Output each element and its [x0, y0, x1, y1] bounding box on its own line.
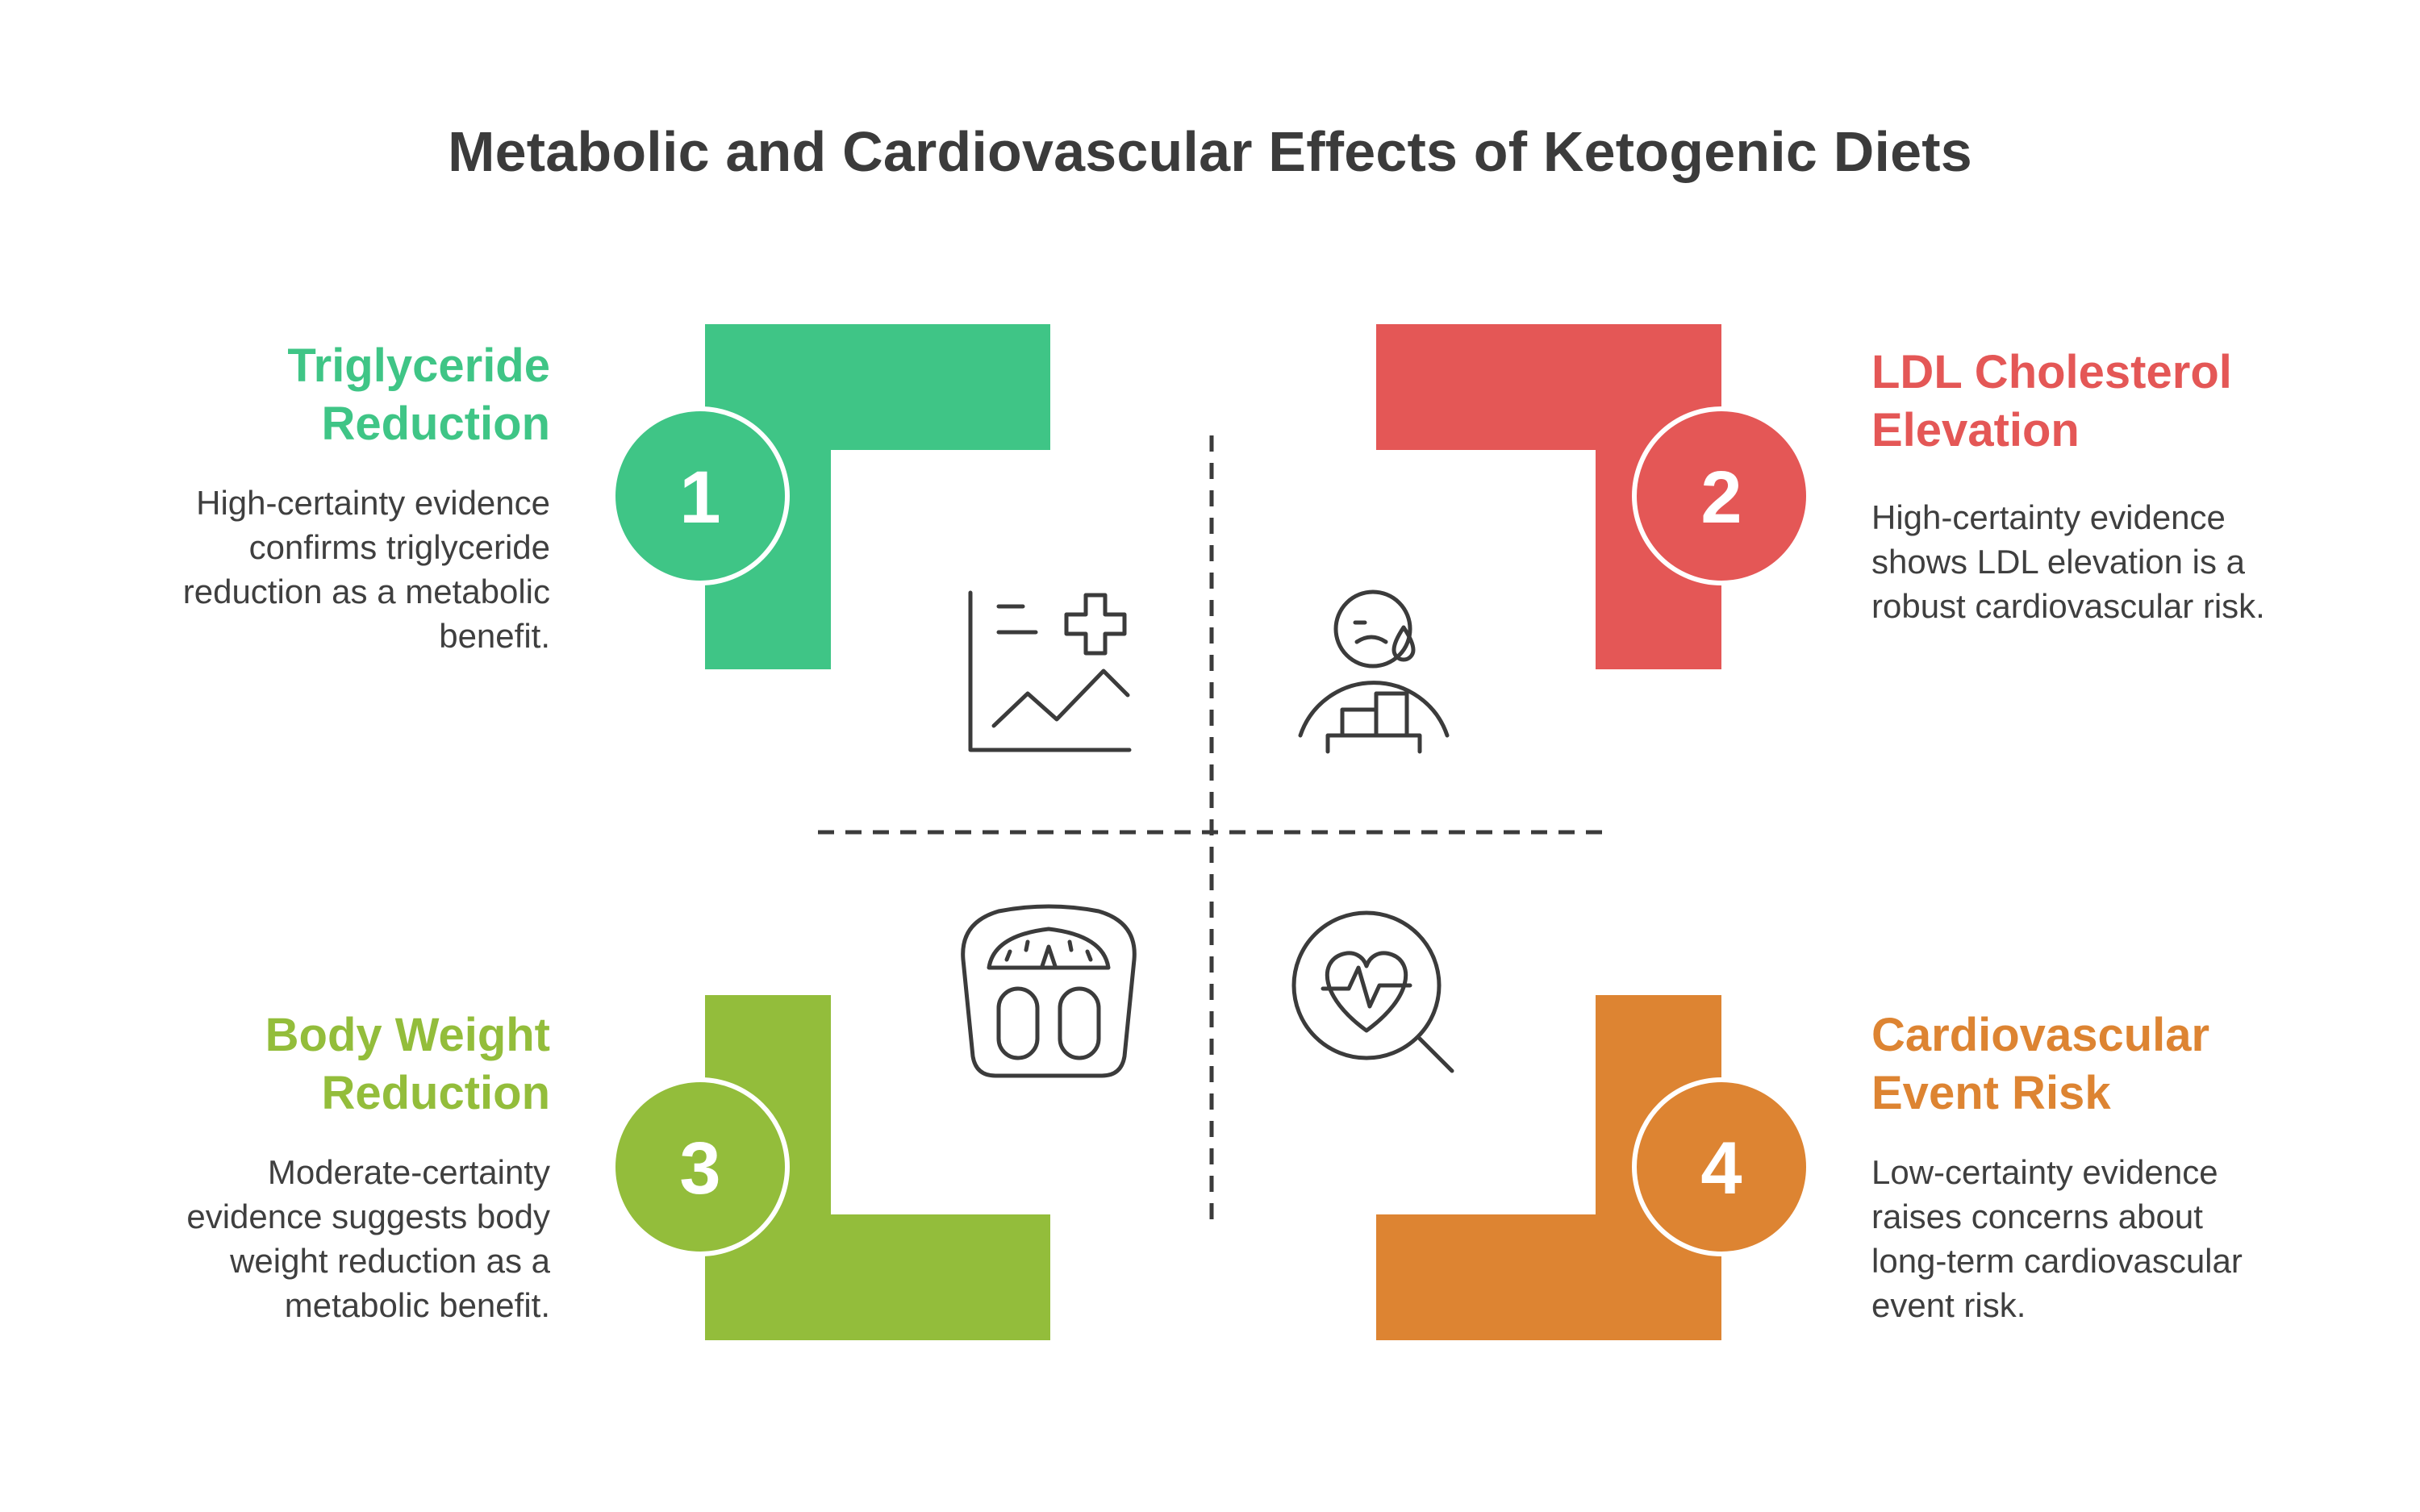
item-2-title-line-1: LDL Cholesterol [1871, 346, 2232, 398]
item-4-title: Cardiovascular Event Risk [1871, 1006, 2209, 1123]
svg-text:4: 4 [1700, 1127, 1742, 1210]
quadrant-3-block [705, 995, 1050, 1340]
item-4-desc-line-2: raises concerns about [1871, 1198, 2203, 1235]
svg-text:2: 2 [1700, 456, 1742, 539]
quadrant-1-block [705, 324, 1050, 669]
item-1-desc-line-1: High-certainty evidence [196, 484, 550, 522]
item-1-title: Triglyceride Reduction [287, 337, 550, 453]
item-3-desc-line-2: evidence suggests body [186, 1198, 550, 1235]
quadrant-2-block [1376, 324, 1721, 669]
item-1-title-line-1: Triglyceride [287, 339, 550, 392]
quadrant-4-block [1376, 995, 1721, 1340]
worried-person-chart-icon [1298, 589, 1450, 754]
svg-text:3: 3 [679, 1127, 720, 1210]
item-3-description: Moderate-certainty evidence suggests bod… [186, 1150, 550, 1327]
heart-magnifier-icon [1291, 910, 1454, 1073]
item-1-desc-line-3: reduction as a metabolic [182, 573, 550, 610]
item-4-description: Low-certainty evidence raises concerns a… [1871, 1150, 2243, 1327]
number-badge-1: 1 [611, 406, 790, 585]
item-3-title-line-2: Reduction [321, 1067, 550, 1119]
item-1-description: High-certainty evidence confirms triglyc… [183, 481, 550, 658]
item-3-title: Body Weight Reduction [265, 1006, 550, 1123]
item-4-title-line-2: Event Risk [1871, 1067, 2111, 1119]
chart-health-icon [968, 590, 1132, 752]
number-badge-3: 3 [611, 1077, 790, 1256]
item-4-desc-line-1: Low-certainty evidence [1871, 1153, 2218, 1191]
page-title: Metabolic and Cardiovascular Effects of … [448, 120, 1972, 183]
bathroom-scale-icon [961, 904, 1137, 1078]
item-4-desc-line-4: event risk. [1871, 1286, 2026, 1324]
item-1-desc-line-2: confirms triglyceride [248, 528, 550, 566]
number-badge-4: 4 [1632, 1077, 1811, 1256]
item-4-desc-line-3: long-term cardiovascular [1871, 1242, 2243, 1280]
item-3-title-line-1: Body Weight [265, 1009, 550, 1061]
item-2-desc-line-3: robust cardiovascular risk. [1871, 587, 2265, 625]
item-1-desc-line-4: benefit. [439, 617, 550, 655]
item-2-desc-line-2: shows LDL elevation is a [1871, 543, 2246, 581]
item-2-title-line-2: Elevation [1871, 404, 2080, 456]
item-2-description: High-certainty evidence shows LDL elevat… [1871, 495, 2265, 628]
item-3-desc-line-4: metabolic benefit. [284, 1286, 550, 1324]
item-4-title-line-1: Cardiovascular [1871, 1009, 2210, 1061]
number-badge-2: 2 [1632, 406, 1811, 585]
item-2-title: LDL Cholesterol Elevation [1871, 344, 2232, 460]
item-3-desc-line-1: Moderate-certainty [267, 1153, 550, 1191]
svg-text:1: 1 [679, 456, 720, 539]
item-2-desc-line-1: High-certainty evidence [1871, 498, 2226, 536]
item-3-desc-line-3: weight reduction as a [230, 1242, 550, 1280]
item-1-title-line-2: Reduction [321, 398, 550, 450]
